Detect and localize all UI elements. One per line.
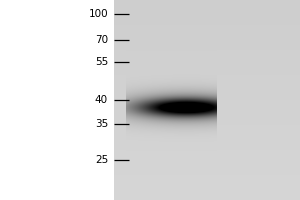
- Text: 55: 55: [95, 57, 108, 67]
- Text: 70: 70: [95, 35, 108, 45]
- Text: 25: 25: [95, 155, 108, 165]
- Text: 35: 35: [95, 119, 108, 129]
- Text: 40: 40: [95, 95, 108, 105]
- Text: 100: 100: [88, 9, 108, 19]
